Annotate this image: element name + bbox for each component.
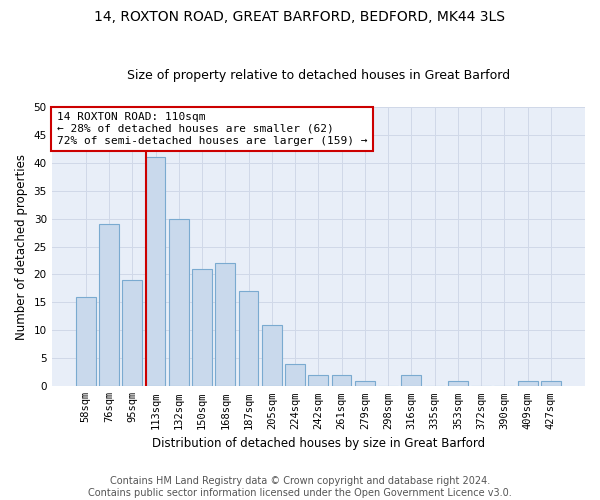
Bar bbox=[122, 280, 142, 386]
Bar bbox=[518, 380, 538, 386]
Title: Size of property relative to detached houses in Great Barford: Size of property relative to detached ho… bbox=[127, 69, 510, 82]
Bar bbox=[332, 375, 352, 386]
Bar bbox=[355, 380, 375, 386]
Text: 14, ROXTON ROAD, GREAT BARFORD, BEDFORD, MK44 3LS: 14, ROXTON ROAD, GREAT BARFORD, BEDFORD,… bbox=[95, 10, 505, 24]
Text: Contains HM Land Registry data © Crown copyright and database right 2024.
Contai: Contains HM Land Registry data © Crown c… bbox=[88, 476, 512, 498]
Bar bbox=[99, 224, 119, 386]
Bar bbox=[76, 297, 95, 386]
Text: 14 ROXTON ROAD: 110sqm
← 28% of detached houses are smaller (62)
72% of semi-det: 14 ROXTON ROAD: 110sqm ← 28% of detached… bbox=[57, 112, 367, 146]
Bar bbox=[308, 375, 328, 386]
Bar bbox=[401, 375, 421, 386]
Bar bbox=[192, 269, 212, 386]
Bar bbox=[262, 325, 282, 386]
Bar bbox=[541, 380, 561, 386]
Bar bbox=[448, 380, 468, 386]
X-axis label: Distribution of detached houses by size in Great Barford: Distribution of detached houses by size … bbox=[152, 437, 485, 450]
Bar bbox=[215, 264, 235, 386]
Bar bbox=[169, 218, 188, 386]
Y-axis label: Number of detached properties: Number of detached properties bbox=[15, 154, 28, 340]
Bar bbox=[239, 292, 259, 386]
Bar bbox=[146, 157, 166, 386]
Bar bbox=[285, 364, 305, 386]
